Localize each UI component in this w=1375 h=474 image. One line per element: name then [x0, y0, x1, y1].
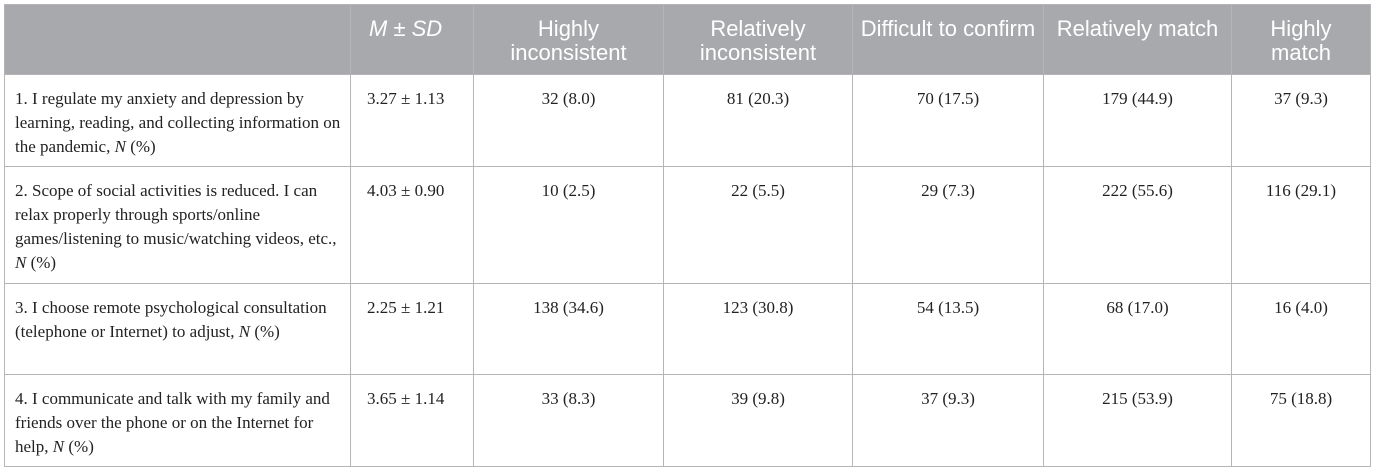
percent-symbol: (%) — [30, 253, 57, 272]
highly-inconsistent-cell: 10 (2.5) — [473, 166, 664, 284]
relatively-match-cell: 222 (55.6) — [1043, 166, 1232, 284]
table-row: 4. I communicate and talk with my family… — [4, 374, 1371, 467]
highly-inconsistent-cell: 32 (8.0) — [473, 74, 664, 167]
mean-sd-cell: 3.65 ± 1.14 — [350, 374, 474, 467]
survey-table-container: M ± SD Highly inconsistent Relatively in… — [4, 4, 1371, 467]
highly-match-cell: 75 (18.8) — [1231, 374, 1371, 467]
percent-symbol: (%) — [130, 137, 156, 156]
item-cell: 2. Scope of social activities is reduced… — [4, 166, 351, 284]
table-row: 2. Scope of social activities is reduced… — [4, 166, 1371, 284]
relatively-inconsistent-cell: 22 (5.5) — [663, 166, 853, 284]
difficult-to-confirm-cell: 29 (7.3) — [852, 166, 1044, 284]
highly-match-cell: 16 (4.0) — [1231, 283, 1371, 375]
item-cell: 3. I choose remote psychological consult… — [4, 283, 351, 375]
highly-inconsistent-cell: 33 (8.3) — [473, 374, 664, 467]
table-body: 1. I regulate my anxiety and depression … — [4, 74, 1371, 467]
relatively-match-cell: 179 (44.9) — [1043, 74, 1232, 167]
header-mean-sd: M ± SD — [350, 4, 474, 75]
difficult-to-confirm-cell: 37 (9.3) — [852, 374, 1044, 467]
mean-sd-cell: 3.27 ± 1.13 — [350, 74, 474, 167]
header-highly-inconsistent: Highly inconsistent — [473, 4, 664, 75]
highly-match-cell: 116 (29.1) — [1231, 166, 1371, 284]
difficult-to-confirm-cell: 54 (13.5) — [852, 283, 1044, 375]
mean-sd-cell: 4.03 ± 0.90 — [350, 166, 474, 284]
relatively-inconsistent-cell: 39 (9.8) — [663, 374, 853, 467]
table-row: 3. I choose remote psychological consult… — [4, 283, 1371, 375]
difficult-to-confirm-cell: 70 (17.5) — [852, 74, 1044, 167]
n-symbol: N — [238, 322, 251, 341]
table-row: 1. I regulate my anxiety and depression … — [4, 74, 1371, 167]
item-cell: 4. I communicate and talk with my family… — [4, 374, 351, 467]
header-relatively-match: Relatively match — [1043, 4, 1232, 75]
coping-strategies-table: M ± SD Highly inconsistent Relatively in… — [4, 4, 1371, 467]
header-difficult-to-confirm: Difficult to confirm — [852, 4, 1044, 75]
item-text: 3. I choose remote psychological consult… — [15, 298, 327, 341]
percent-symbol: (%) — [254, 322, 280, 341]
item-text: 4. I communicate and talk with my family… — [15, 389, 330, 456]
highly-match-cell: 37 (9.3) — [1231, 74, 1371, 167]
relatively-match-cell: 215 (53.9) — [1043, 374, 1232, 467]
highly-inconsistent-cell: 138 (34.6) — [473, 283, 664, 375]
relatively-match-cell: 68 (17.0) — [1043, 283, 1232, 375]
item-text: 2. Scope of social activities is reduced… — [15, 181, 337, 248]
percent-symbol: (%) — [68, 437, 94, 456]
item-cell: 1. I regulate my anxiety and depression … — [4, 74, 351, 167]
header-item — [4, 4, 351, 75]
header-row: M ± SD Highly inconsistent Relatively in… — [4, 4, 1371, 75]
n-symbol: N — [15, 253, 27, 272]
n-symbol: N — [52, 437, 65, 456]
relatively-inconsistent-cell: 81 (20.3) — [663, 74, 853, 167]
header-highly-match: Highly match — [1231, 4, 1371, 75]
n-symbol: N — [114, 137, 126, 156]
item-text: 1. I regulate my anxiety and depression … — [15, 89, 341, 156]
header-relatively-inconsistent: Relatively inconsistent — [663, 4, 853, 75]
table-header: M ± SD Highly inconsistent Relatively in… — [4, 4, 1371, 75]
mean-sd-cell: 2.25 ± 1.21 — [350, 283, 474, 375]
relatively-inconsistent-cell: 123 (30.8) — [663, 283, 853, 375]
